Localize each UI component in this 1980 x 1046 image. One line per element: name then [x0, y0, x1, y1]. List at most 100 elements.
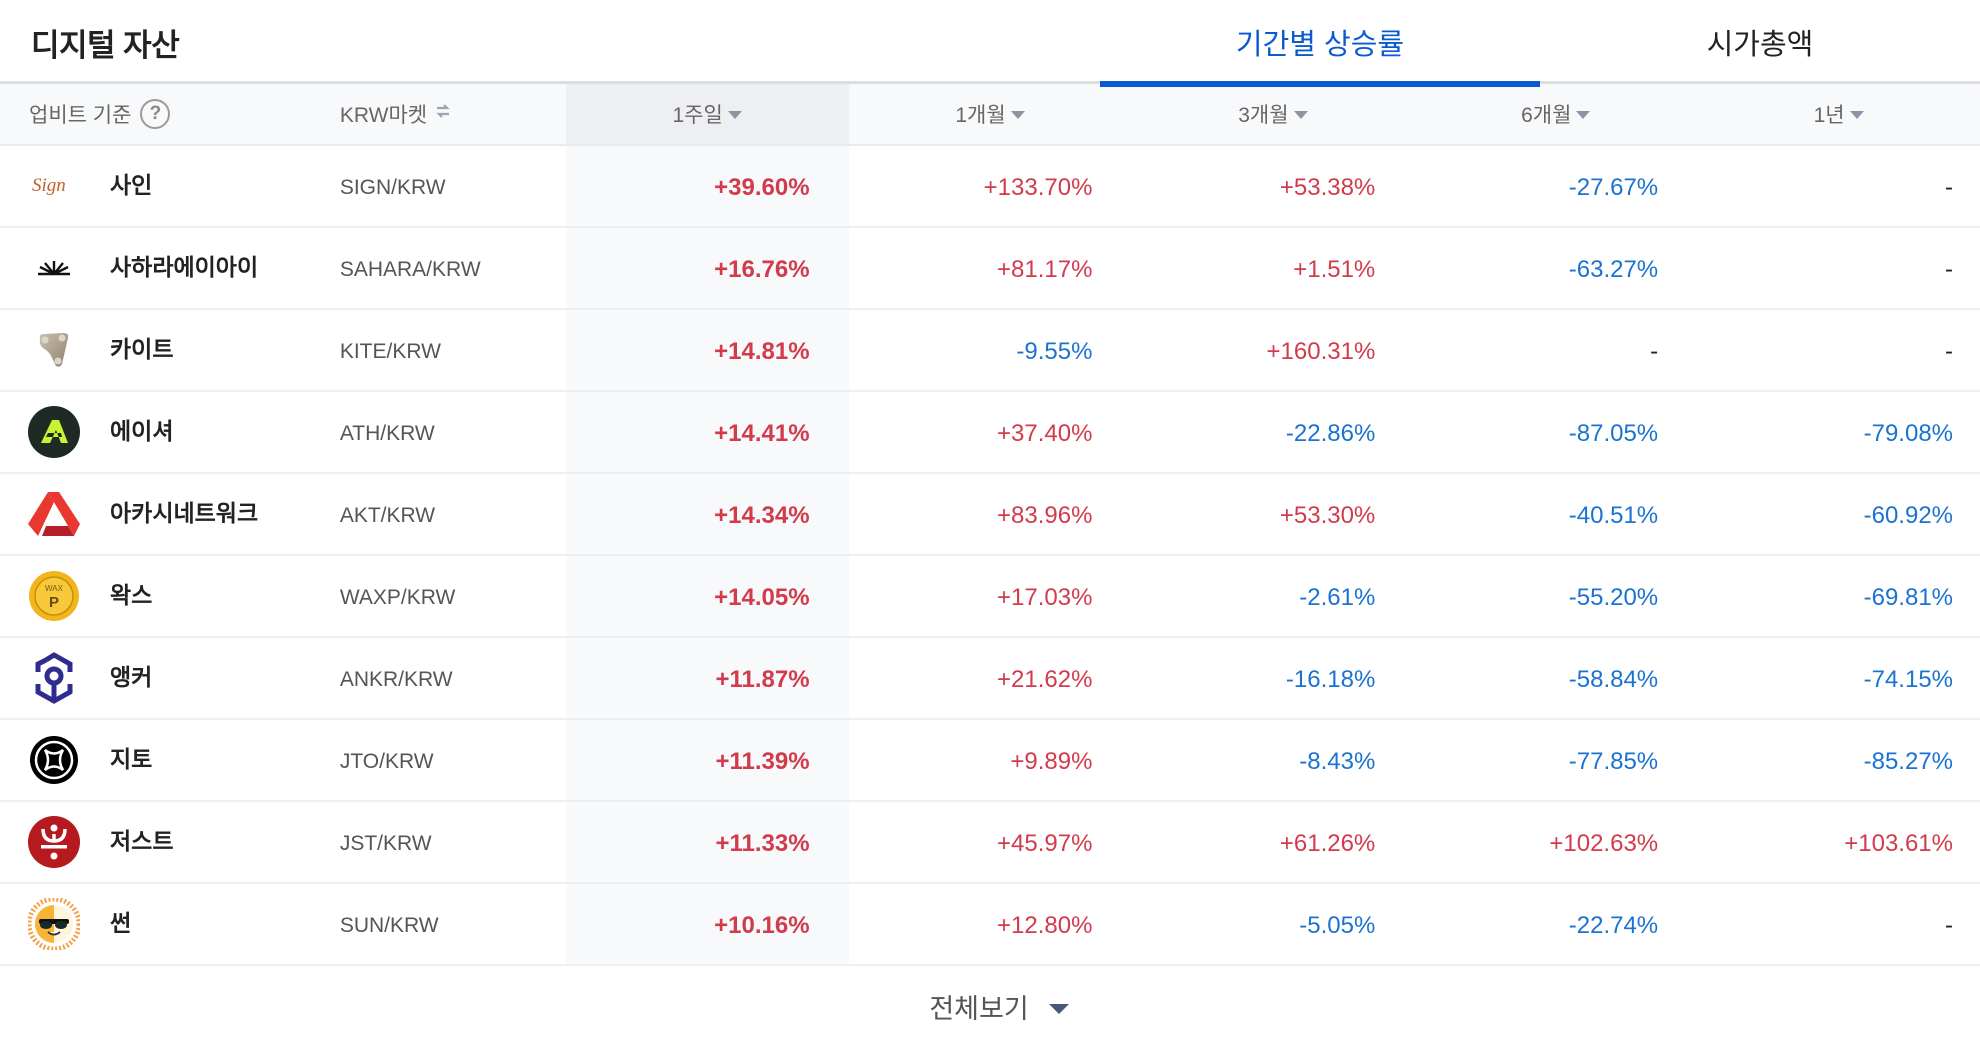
table-row[interactable]: 에이셔 ATH/KRW +14.41% +37.40% -22.86% -87.…	[0, 392, 1980, 474]
change-3month: +53.38%	[1279, 174, 1376, 201]
coin-name[interactable]: 저스트	[110, 828, 174, 854]
coin-cell: WAX P 왁스	[0, 556, 340, 636]
coin-name[interactable]: 사하라에이아이	[110, 254, 259, 280]
table-body: Sign 사인 SIGN/KRW +39.60% +133.70% +53.38…	[0, 146, 1980, 966]
change-1year: -79.08%	[1863, 420, 1953, 447]
just-logo-icon	[28, 816, 80, 868]
coin-cell: 카이트	[0, 310, 340, 390]
sort-caret-icon	[1576, 111, 1591, 119]
svg-text:Sign: Sign	[32, 175, 66, 196]
help-icon[interactable]: ?	[140, 99, 171, 129]
change-1week: +11.33%	[565, 802, 849, 882]
column-header-6month[interactable]: 6개월	[1414, 84, 1697, 144]
change-6month: -40.51%	[1568, 502, 1659, 529]
change-1week: +39.60%	[565, 146, 849, 226]
change-1week: +16.76%	[565, 228, 849, 308]
coin-cell: 썬	[0, 884, 340, 964]
tab-bar: 기간별 상승률 시가총액	[1100, 0, 1980, 87]
aethir-logo-icon	[28, 406, 80, 458]
table-row[interactable]: 아카시네트워크 AKT/KRW +14.34% +83.96% +53.30% …	[0, 474, 1980, 556]
change-6month: -63.27%	[1568, 256, 1659, 283]
change-1week: +14.05%	[565, 556, 849, 636]
change-3month: -2.61%	[1299, 584, 1376, 611]
coin-cell: 아카시네트워크	[0, 474, 340, 554]
change-6month: -22.74%	[1568, 912, 1659, 939]
column-label-3month: 3개월	[1238, 104, 1289, 127]
column-header-1week[interactable]: 1주일	[565, 84, 849, 144]
svg-text:P: P	[49, 594, 59, 611]
change-3month: -22.86%	[1285, 420, 1376, 447]
column-label-6month: 6개월	[1521, 104, 1572, 127]
view-all-label: 전체보기	[929, 993, 1029, 1024]
akash-logo-icon	[28, 488, 80, 540]
sign-logo-icon: Sign	[28, 160, 80, 212]
coin-name[interactable]: 지토	[110, 746, 153, 772]
sort-caret-icon	[1293, 111, 1308, 119]
swap-arrows-icon[interactable]	[435, 102, 451, 126]
market-pair: KITE/KRW	[339, 340, 441, 363]
sort-caret-icon	[1849, 111, 1864, 119]
column-header-1month[interactable]: 1개월	[849, 84, 1132, 144]
change-1year: -74.15%	[1863, 666, 1953, 693]
change-1year: -69.81%	[1863, 584, 1953, 611]
coin-name[interactable]: 아카시네트워크	[110, 500, 259, 526]
change-6month: +102.63%	[1549, 830, 1659, 857]
change-1month: +12.80%	[997, 912, 1093, 939]
table-row[interactable]: Sign 사인 SIGN/KRW +39.60% +133.70% +53.38…	[0, 146, 1980, 228]
table-header: 업비트 기준 ? KRW마켓 1주일 1개월 3개월 6개월 1년	[0, 84, 1980, 146]
change-1year: -	[1945, 912, 1953, 939]
market-pair: WAXP/KRW	[339, 586, 456, 609]
column-label-market: KRW마켓	[339, 104, 428, 127]
change-1year: +103.61%	[1844, 830, 1953, 857]
sort-caret-icon	[1010, 111, 1025, 119]
change-1month: +17.03%	[997, 584, 1093, 611]
change-3month: +1.51%	[1293, 256, 1376, 283]
change-3month: +61.26%	[1279, 830, 1376, 857]
chevron-down-icon	[1048, 1004, 1069, 1014]
table-row[interactable]: 저스트 JST/KRW +11.33% +45.97% +61.26% +102…	[0, 802, 1980, 884]
sun-logo-icon	[28, 898, 80, 950]
table-row[interactable]: 사하라에이아이 SAHARA/KRW +16.76% +81.17% +1.51…	[0, 228, 1980, 310]
table-row[interactable]: 카이트 KITE/KRW +14.81% -9.55% +160.31% - -	[0, 310, 1980, 392]
change-1month: +133.70%	[983, 174, 1093, 201]
change-1week: +14.41%	[565, 392, 849, 472]
change-3month: +53.30%	[1279, 502, 1376, 529]
coin-name[interactable]: 카이트	[110, 336, 174, 362]
change-1year: -	[1945, 174, 1953, 201]
tab-period-gain[interactable]: 기간별 상승률	[1100, 0, 1540, 87]
coin-name[interactable]: 에이셔	[110, 418, 174, 444]
table-footer: 전체보기	[0, 966, 1980, 1046]
market-pair: AKT/KRW	[339, 504, 436, 527]
market-pair: ANKR/KRW	[339, 668, 453, 691]
change-3month: -5.05%	[1299, 912, 1376, 939]
change-1month: +21.62%	[997, 666, 1093, 693]
column-label-1year: 1년	[1813, 104, 1845, 127]
table-row[interactable]: 앵커 ANKR/KRW +11.87% +21.62% -16.18% -58.…	[0, 638, 1980, 720]
change-3month: -8.43%	[1299, 748, 1376, 775]
coin-name[interactable]: 앵커	[110, 664, 153, 690]
column-header-market[interactable]: KRW마켓	[340, 84, 566, 144]
coin-cell: 에이셔	[0, 392, 340, 472]
coin-name[interactable]: 왁스	[110, 582, 153, 608]
view-all-button[interactable]: 전체보기	[929, 987, 1069, 1026]
column-header-1year[interactable]: 1년	[1697, 84, 1980, 144]
market-pair: ATH/KRW	[339, 422, 435, 445]
top-bar: 디지털 자산 기간별 상승률 시가총액	[0, 0, 1980, 87]
jito-logo-icon	[28, 734, 80, 786]
column-header-3month[interactable]: 3개월	[1131, 84, 1414, 144]
change-1week: +10.16%	[565, 884, 849, 964]
change-1year: -60.92%	[1863, 502, 1953, 529]
coin-name[interactable]: 썬	[110, 910, 132, 936]
change-1month: +81.17%	[997, 256, 1093, 283]
change-6month: -58.84%	[1568, 666, 1659, 693]
change-1week: +11.39%	[565, 720, 849, 800]
coin-name[interactable]: 사인	[110, 172, 153, 198]
table-row[interactable]: 썬 SUN/KRW +10.16% +12.80% -5.05% -22.74%…	[0, 884, 1980, 966]
market-pair: SIGN/KRW	[339, 176, 446, 199]
tab-market-cap[interactable]: 시가총액	[1706, 29, 1814, 61]
ankr-logo-icon	[28, 652, 80, 704]
change-1month: -9.55%	[1016, 338, 1093, 365]
table-row[interactable]: WAX P 왁스 WAXP/KRW +14.05% +17.03% -2.61% …	[0, 556, 1980, 638]
table-row[interactable]: 지토 JTO/KRW +11.39% +9.89% -8.43% -77.85%…	[0, 720, 1980, 802]
coin-cell: 저스트	[0, 802, 340, 882]
